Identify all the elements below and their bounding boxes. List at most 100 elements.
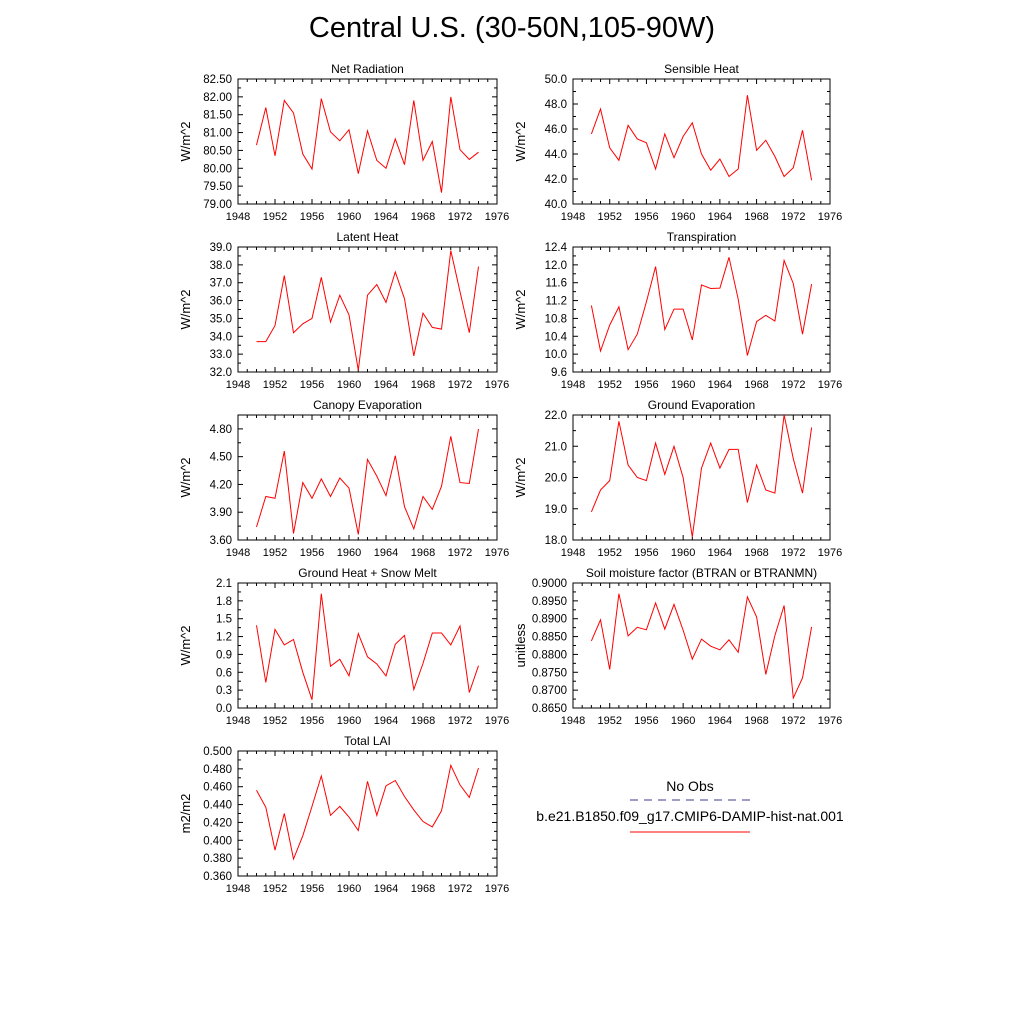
x-tick-label: 1972 — [448, 211, 472, 223]
y-tick-label: 18.0 — [545, 535, 567, 547]
y-tick-label: 82.00 — [203, 92, 232, 104]
x-tick-label: 1968 — [744, 379, 768, 391]
legend-model-line — [630, 831, 750, 833]
x-tick-label: 1960 — [337, 547, 361, 559]
y-tick-label: 0.420 — [203, 817, 232, 829]
y-tick-label: 0.9000 — [532, 578, 567, 590]
y-tick-label: 12.0 — [545, 260, 567, 272]
x-tick-label: 1952 — [263, 715, 287, 727]
y-tick-label: 0.400 — [203, 835, 232, 847]
panel-5: Ground Evaporation W/m^2 1948 1952 1956 1960 1… — [513, 398, 842, 559]
x-tick-label: 1972 — [448, 547, 472, 559]
x-tick-label: 1952 — [597, 715, 621, 727]
x-tick-label: 1956 — [300, 211, 324, 223]
y-tick-label: 82.50 — [203, 74, 232, 86]
y-tick-label: 11.6 — [545, 278, 567, 290]
x-tick-label: 1968 — [411, 883, 435, 895]
y-tick-label: 21.0 — [545, 441, 567, 453]
x-tick-label: 1976 — [485, 211, 509, 223]
x-tick-label: 1960 — [337, 883, 361, 895]
plot-frame — [572, 582, 831, 709]
x-tick-label: 1972 — [448, 379, 472, 391]
y-tick-label: 36.0 — [210, 296, 232, 308]
y-tick-label: 10.4 — [545, 331, 568, 343]
panel-6: Ground Heat + Snow Melt W/m^2 1948 1952 1956… — [178, 566, 509, 727]
x-tick-label: 1964 — [374, 715, 398, 727]
x-tick-label: 1972 — [781, 211, 805, 223]
panel-title: Ground Evaporation — [648, 398, 755, 412]
panel-title: Ground Heat + Snow Melt — [298, 566, 437, 580]
x-tick-label: 1976 — [485, 883, 509, 895]
y-tick-label: 10.0 — [545, 349, 567, 361]
series-line — [256, 428, 479, 535]
x-tick-label: 1976 — [485, 715, 509, 727]
x-tick-label: 1960 — [337, 379, 361, 391]
x-tick-label: 1952 — [263, 547, 287, 559]
legend-model-label: b.e21.B1850.f09_g17.CMIP6-DAMIP-hist-nat… — [536, 808, 844, 824]
y-axis-label: W/m^2 — [178, 625, 193, 665]
y-tick-label: 48.0 — [545, 99, 567, 111]
y-tick-label: 4.20 — [210, 479, 232, 491]
y-tick-label: 0.480 — [203, 764, 232, 776]
plot-frame — [572, 78, 831, 205]
x-tick-label: 1948 — [561, 547, 585, 559]
series-line — [590, 257, 813, 356]
series-line — [256, 250, 479, 371]
x-tick-label: 1956 — [634, 547, 658, 559]
y-tick-label: 0.440 — [203, 800, 232, 812]
panel-title: Net Radiation — [331, 62, 404, 76]
panel-8: Total LAI m2/m2 1948 1952 1956 1960 1964 1968 19… — [178, 734, 509, 895]
y-tick-label: 0.8750 — [532, 667, 567, 679]
y-tick-label: 37.0 — [210, 278, 232, 290]
y-tick-label: 4.80 — [210, 424, 232, 436]
y-axis-label: W/m^2 — [513, 289, 528, 329]
x-tick-label: 1972 — [781, 715, 805, 727]
x-tick-label: 1968 — [411, 379, 435, 391]
panel-title: Canopy Evaporation — [313, 398, 422, 412]
y-tick-label: 79.00 — [203, 199, 232, 211]
plot-frame — [237, 582, 498, 709]
plot-frame — [237, 750, 498, 877]
x-tick-label: 1964 — [374, 547, 398, 559]
x-tick-label: 1968 — [744, 211, 768, 223]
y-tick-label: 0.8800 — [532, 649, 567, 661]
x-tick-label: 1976 — [485, 547, 509, 559]
x-tick-label: 1968 — [411, 715, 435, 727]
y-tick-label: 40.0 — [545, 199, 567, 211]
y-tick-label: 1.2 — [216, 632, 232, 644]
series-line — [590, 593, 813, 700]
y-tick-label: 0.0 — [216, 703, 232, 715]
x-tick-label: 1964 — [708, 211, 732, 223]
x-tick-label: 1976 — [485, 379, 509, 391]
y-tick-label: 0.8700 — [532, 685, 567, 697]
y-tick-label: 44.0 — [545, 149, 567, 161]
x-tick-label: 1956 — [300, 379, 324, 391]
y-tick-label: 3.60 — [210, 535, 232, 547]
x-tick-label: 1948 — [561, 211, 585, 223]
plot-frame — [237, 414, 498, 541]
y-tick-label: 32.0 — [210, 367, 232, 379]
y-axis-label: W/m^2 — [178, 289, 193, 329]
series-line — [590, 414, 813, 537]
x-tick-label: 1960 — [671, 547, 695, 559]
x-tick-label: 1976 — [818, 547, 842, 559]
x-tick-label: 1952 — [597, 379, 621, 391]
y-tick-label: 1.5 — [216, 614, 232, 626]
y-axis-label: W/m^2 — [178, 457, 193, 497]
x-tick-label: 1968 — [411, 547, 435, 559]
x-tick-label: 1960 — [671, 715, 695, 727]
y-tick-label: 22.0 — [545, 410, 567, 422]
y-axis-label: unitless — [513, 623, 528, 668]
x-tick-label: 1948 — [226, 715, 250, 727]
x-tick-label: 1948 — [561, 379, 585, 391]
legend-obs-label: No Obs — [666, 778, 714, 794]
x-tick-label: 1964 — [708, 379, 732, 391]
x-tick-label: 1960 — [671, 211, 695, 223]
page-title: Central U.S. (30-50N,105-90W) — [308, 12, 716, 44]
series-line — [256, 593, 479, 700]
x-tick-label: 1956 — [634, 211, 658, 223]
x-tick-label: 1952 — [263, 883, 287, 895]
y-tick-label: 38.0 — [210, 260, 232, 272]
x-tick-label: 1972 — [448, 715, 472, 727]
plot-frame — [572, 246, 831, 373]
